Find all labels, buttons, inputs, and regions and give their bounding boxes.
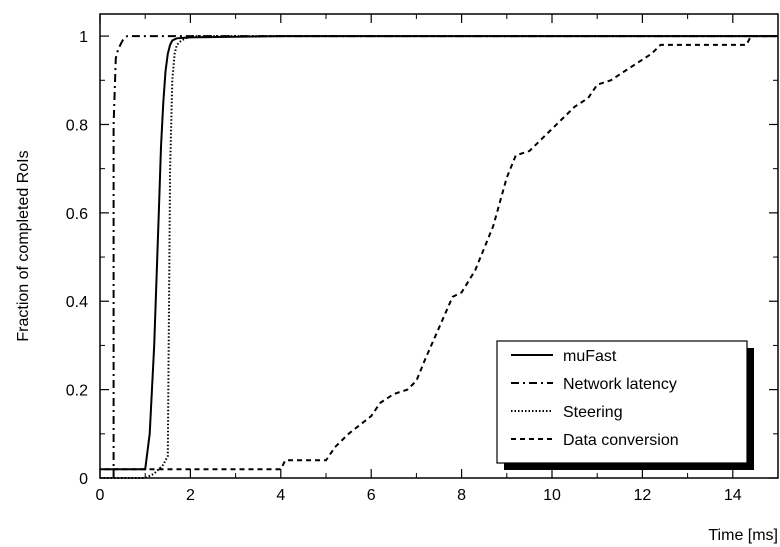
x-tick-label: 0 [96, 487, 105, 504]
legend-label: Steering [563, 404, 623, 421]
y-tick-label: 0.2 [66, 383, 88, 400]
x-tick-label: 10 [543, 487, 561, 504]
legend-label: Network latency [563, 376, 677, 393]
y-tick-label: 0 [79, 471, 88, 488]
y-tick-label: 1 [79, 29, 88, 46]
legend-label: muFast [563, 348, 617, 365]
x-tick-label: 14 [724, 487, 742, 504]
x-tick-label: 6 [367, 487, 376, 504]
axis-tick-labels: 0 2 4 6 8 10 12 14 0 0.2 0.4 0.6 0.8 1 [66, 29, 742, 504]
y-tick-label: 0.8 [66, 117, 88, 134]
x-axis-label: Time [ms] [708, 527, 778, 544]
x-tick-label: 12 [634, 487, 652, 504]
y-axis-label: Fraction of completed RoIs [15, 150, 32, 341]
series-line-steering [100, 35, 778, 479]
x-tick-label: 4 [276, 487, 285, 504]
x-tick-label: 2 [186, 487, 195, 504]
plot-frame [99, 13, 779, 479]
series-line-mufast [100, 35, 778, 471]
series-line-network-latency [112, 35, 778, 478]
legend: muFast Network latency Steering Data conver… [496, 340, 754, 470]
series-line-data-conversion [104, 35, 778, 471]
chart-series [100, 35, 778, 479]
legend-box [496, 340, 748, 464]
legend-label: Data conversion [563, 432, 679, 449]
y-tick-label: 0.4 [66, 294, 88, 311]
y-tick-label: 0.6 [66, 206, 88, 223]
x-tick-label: 8 [457, 487, 466, 504]
